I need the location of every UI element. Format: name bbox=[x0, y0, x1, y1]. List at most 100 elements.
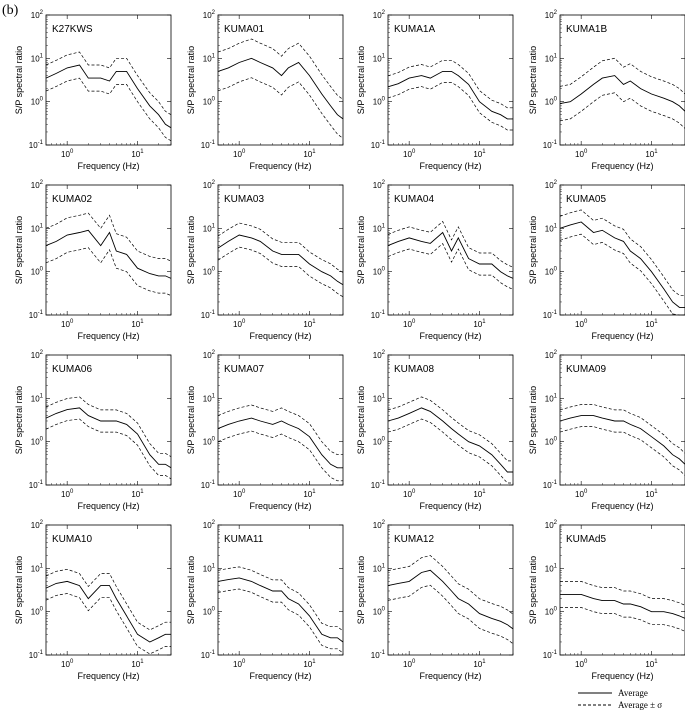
x-tick-label: 101 bbox=[303, 489, 316, 499]
y-tick-label: 100 bbox=[373, 437, 386, 447]
x-tick-label: 100 bbox=[233, 149, 246, 159]
x-axis-label: Frequency (Hz) bbox=[419, 161, 481, 171]
y-tick-label: 101 bbox=[203, 563, 216, 573]
y-tick-label: 102 bbox=[203, 520, 216, 530]
average-line bbox=[559, 221, 685, 308]
lower-sigma-line bbox=[45, 77, 172, 142]
station-name: KUMAd5 bbox=[566, 534, 606, 545]
y-tick-label: 101 bbox=[31, 223, 44, 233]
x-tick-label: 101 bbox=[303, 319, 316, 329]
y-axis-label: S/P spectral ratio bbox=[186, 216, 196, 284]
plot-frame bbox=[387, 14, 514, 146]
x-tick-label: 100 bbox=[233, 489, 246, 499]
legend-average-label: Average bbox=[618, 688, 648, 698]
panel-kuma03: 10-1 100 101 102 100 101 KUMA03 Frequency (Hz) S… bbox=[186, 180, 344, 341]
y-axis-label: S/P spectral ratio bbox=[528, 216, 538, 284]
upper-sigma-line bbox=[559, 57, 685, 95]
upper-sigma-line bbox=[387, 555, 514, 615]
y-axis-label: S/P spectral ratio bbox=[186, 386, 196, 454]
panel-kuma08: 10-1 100 101 102 100 101 KUMA08 Frequency (Hz) S… bbox=[356, 350, 514, 511]
y-tick-label: 10-1 bbox=[29, 310, 44, 320]
average-line bbox=[217, 234, 344, 286]
lower-sigma-line bbox=[559, 92, 685, 129]
station-name: K27KWS bbox=[52, 24, 93, 35]
y-axis-label: S/P spectral ratio bbox=[14, 46, 24, 114]
y-tick-label: 10-1 bbox=[29, 480, 44, 490]
y-tick-label: 101 bbox=[373, 223, 386, 233]
y-tick-label: 10-1 bbox=[29, 650, 44, 660]
plot-frame bbox=[559, 184, 685, 316]
x-tick-label: 100 bbox=[233, 659, 246, 669]
y-tick-label: 100 bbox=[31, 97, 44, 107]
x-axis-label: Frequency (Hz) bbox=[249, 671, 311, 681]
average-line bbox=[45, 407, 172, 469]
y-tick-label: 101 bbox=[31, 53, 44, 63]
y-tick-label: 102 bbox=[203, 10, 216, 20]
y-tick-label: 10-1 bbox=[29, 140, 44, 150]
lower-sigma-line bbox=[217, 588, 344, 654]
y-tick-label: 10-1 bbox=[371, 480, 386, 490]
panel-kuma06: 10-1 100 101 102 100 101 KUMA06 Frequency (Hz) S… bbox=[14, 350, 172, 511]
y-axis-label: S/P spectral ratio bbox=[186, 556, 196, 624]
station-name: KUMA07 bbox=[224, 364, 264, 375]
panels: 10-1 100 101 102 100 101 K27KWS Frequency (Hz) S… bbox=[14, 10, 685, 681]
y-axis-label: S/P spectral ratio bbox=[528, 46, 538, 114]
panel-kuma02: 10-1 100 101 102 100 101 KUMA02 Frequency (Hz) S… bbox=[14, 180, 172, 341]
x-tick-label: 100 bbox=[575, 319, 588, 329]
upper-sigma-line bbox=[387, 220, 514, 268]
x-tick-label: 101 bbox=[473, 319, 486, 329]
y-tick-label: 100 bbox=[203, 437, 216, 447]
average-line bbox=[559, 415, 685, 465]
plot-frame bbox=[559, 524, 685, 656]
y-tick-label: 100 bbox=[373, 267, 386, 277]
x-tick-label: 100 bbox=[403, 489, 416, 499]
panel-kuma1b: 10-1 100 101 102 100 101 KUMA1B Frequency (Hz) S… bbox=[528, 10, 685, 171]
plot-frame bbox=[45, 354, 172, 486]
panel-kuma07: 10-1 100 101 102 100 101 KUMA07 Frequency (Hz) S… bbox=[186, 350, 344, 511]
y-axis-label: S/P spectral ratio bbox=[356, 216, 366, 284]
lower-sigma-line bbox=[559, 233, 685, 316]
plot-frame bbox=[559, 354, 685, 486]
lower-sigma-line bbox=[217, 77, 344, 139]
station-name: KUMA08 bbox=[394, 364, 434, 375]
plot-frame bbox=[387, 354, 514, 486]
y-tick-label: 10-1 bbox=[543, 650, 558, 660]
x-tick-label: 101 bbox=[131, 489, 144, 499]
lower-sigma-line bbox=[387, 584, 514, 644]
average-line bbox=[45, 580, 171, 643]
x-tick-label: 100 bbox=[575, 489, 588, 499]
y-tick-label: 102 bbox=[31, 180, 44, 190]
y-tick-label: 101 bbox=[545, 393, 558, 403]
lower-sigma-line bbox=[387, 82, 513, 131]
upper-sigma-line bbox=[217, 404, 343, 456]
average-line bbox=[45, 64, 172, 129]
y-tick-label: 102 bbox=[31, 10, 44, 20]
station-name: KUMA10 bbox=[52, 534, 92, 545]
y-axis-label: S/P spectral ratio bbox=[356, 46, 366, 114]
y-tick-label: 101 bbox=[203, 393, 216, 403]
panel-k27kws: 10-1 100 101 102 100 101 K27KWS Frequency (Hz) S… bbox=[14, 10, 172, 171]
x-tick-label: 101 bbox=[645, 489, 658, 499]
plot-frame bbox=[217, 184, 344, 316]
x-tick-label: 101 bbox=[645, 659, 658, 669]
y-tick-label: 100 bbox=[31, 267, 44, 277]
x-tick-label: 100 bbox=[61, 659, 74, 669]
x-tick-label: 101 bbox=[131, 319, 144, 329]
y-tick-label: 102 bbox=[31, 350, 44, 360]
upper-sigma-line bbox=[45, 51, 172, 115]
upper-sigma-line bbox=[217, 38, 344, 100]
x-tick-label: 100 bbox=[575, 149, 588, 159]
upper-sigma-line bbox=[45, 212, 172, 262]
x-tick-label: 101 bbox=[303, 659, 316, 669]
y-axis-label: S/P spectral ratio bbox=[14, 386, 24, 454]
x-axis-label: Frequency (Hz) bbox=[591, 501, 653, 511]
y-tick-label: 100 bbox=[203, 97, 216, 107]
plot-frame bbox=[217, 354, 344, 486]
x-tick-label: 100 bbox=[403, 659, 416, 669]
upper-sigma-line bbox=[387, 396, 513, 462]
average-line bbox=[217, 417, 343, 469]
y-tick-label: 102 bbox=[373, 10, 386, 20]
average-line bbox=[387, 407, 513, 473]
y-tick-label: 101 bbox=[545, 563, 558, 573]
panel-kumad5: 10-1 100 101 102 100 101 KUMAd5 Frequency (Hz) S… bbox=[528, 520, 685, 681]
